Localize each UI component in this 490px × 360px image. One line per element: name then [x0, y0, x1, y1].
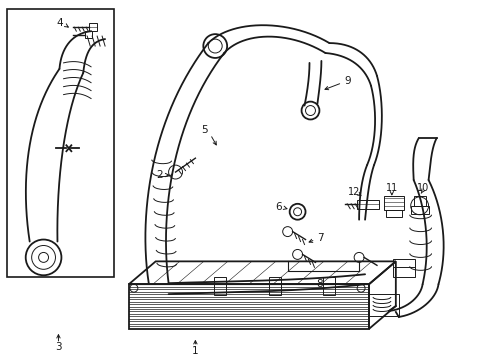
- Text: 7: 7: [318, 233, 324, 243]
- Bar: [369, 294, 399, 316]
- Bar: [411, 206, 429, 214]
- Text: 3: 3: [55, 342, 62, 352]
- Text: 8: 8: [316, 279, 323, 289]
- Bar: [414, 196, 426, 206]
- Text: 4: 4: [57, 18, 63, 28]
- Bar: [269, 277, 281, 295]
- Bar: [7, 9, 114, 277]
- Bar: [384, 196, 404, 210]
- Text: 5: 5: [202, 125, 208, 135]
- Bar: [85, 31, 92, 38]
- Text: 12: 12: [348, 187, 360, 197]
- Text: 1: 1: [192, 346, 199, 356]
- Bar: [386, 210, 402, 217]
- Text: 2: 2: [156, 170, 163, 180]
- Text: 6: 6: [275, 202, 282, 212]
- Bar: [357, 200, 379, 209]
- Bar: [89, 23, 97, 31]
- Text: 11: 11: [386, 183, 398, 193]
- Bar: [393, 260, 415, 277]
- Bar: [323, 277, 335, 295]
- Text: 10: 10: [416, 183, 429, 193]
- Text: 9: 9: [344, 76, 351, 86]
- Bar: [214, 277, 226, 295]
